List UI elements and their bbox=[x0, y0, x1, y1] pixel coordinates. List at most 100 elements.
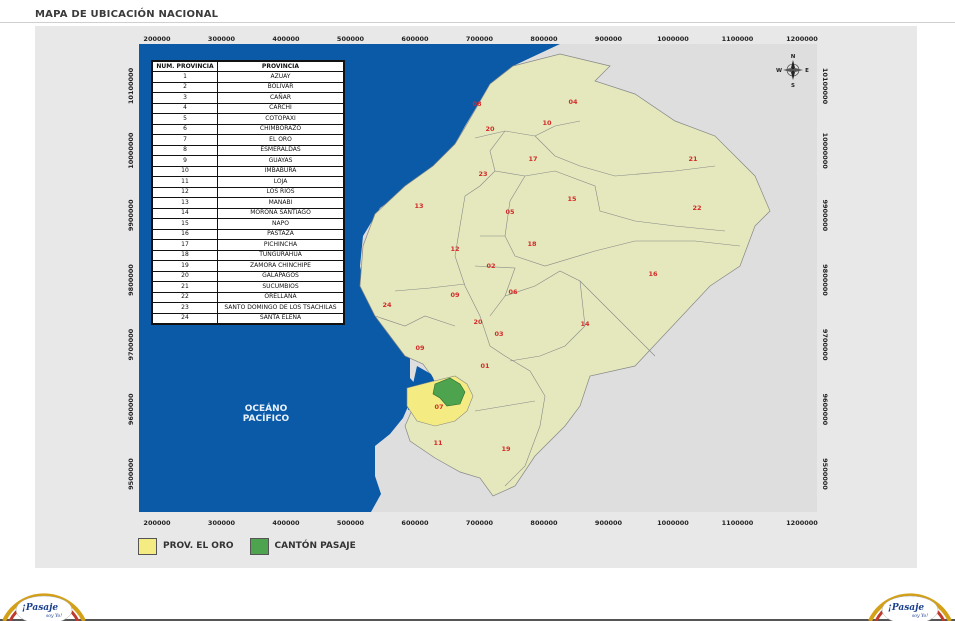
table-row: 16 PASTAZA bbox=[151, 228, 345, 240]
x-tick-label: 1100000 bbox=[722, 519, 754, 527]
y-tick-label: 9900000 bbox=[821, 199, 829, 231]
compass-n: N bbox=[791, 54, 796, 60]
x-tick-label: 200000 bbox=[143, 35, 171, 43]
province-number-label: 11 bbox=[433, 439, 443, 447]
province-name-cell: ZAMORA CHINCHIPE bbox=[217, 260, 345, 272]
province-number-cell: 19 bbox=[151, 260, 218, 272]
y-tick-label: 9900000 bbox=[127, 199, 135, 231]
x-tick-label: 500000 bbox=[337, 519, 365, 527]
map-legend: PROV. EL ORO CANTÓN PASAJE bbox=[138, 537, 372, 555]
table-row: 7 EL ORO bbox=[151, 134, 345, 146]
table-row: 23 SANTO DOMINGO DE LOS TSACHILAS bbox=[151, 302, 345, 314]
logo-right-text: ¡Pasaje bbox=[888, 603, 924, 613]
legend-label-el-oro: PROV. EL ORO bbox=[163, 541, 234, 551]
x-tick-label: 900000 bbox=[595, 519, 623, 527]
province-number-cell: 1 bbox=[151, 71, 218, 83]
province-number-label: 14 bbox=[580, 320, 590, 328]
province-number-label: 19 bbox=[501, 445, 511, 453]
province-number-cell: 5 bbox=[151, 113, 218, 125]
province-name-cell: ESMERALDAS bbox=[217, 144, 345, 156]
province-name-cell: IMBABURA bbox=[217, 165, 345, 177]
province-number-label: 21 bbox=[688, 155, 698, 163]
x-tick-label: 1200000 bbox=[786, 519, 818, 527]
province-name-cell: LOJA bbox=[217, 176, 345, 188]
y-tick-label: 9500000 bbox=[127, 458, 135, 490]
province-name-cell: AZUAY bbox=[217, 71, 345, 83]
province-number-label: 13 bbox=[414, 202, 423, 210]
table-row: 15 NAPO bbox=[151, 218, 345, 230]
logo-left-text: ¡Pasaje bbox=[22, 603, 58, 613]
y-tick-label: 10100000 bbox=[127, 67, 135, 104]
province-number-cell: 13 bbox=[151, 197, 218, 209]
province-name-cell: GALAPAGOS bbox=[217, 270, 345, 282]
province-number-cell: 11 bbox=[151, 176, 218, 188]
province-number-label: 22 bbox=[692, 204, 701, 212]
y-tick-label: 9700000 bbox=[821, 329, 829, 361]
province-name-cell: MORONA SANTIAGO bbox=[217, 207, 345, 219]
table-header-province: PROVINCIA bbox=[217, 60, 345, 72]
y-tick-label: 9600000 bbox=[127, 393, 135, 425]
x-tick-label: 400000 bbox=[272, 519, 300, 527]
province-name-cell: TUNGURAHUA bbox=[217, 249, 345, 261]
x-tick-label: 400000 bbox=[272, 35, 300, 43]
province-number-cell: 8 bbox=[151, 144, 218, 156]
x-tick-label: 800000 bbox=[530, 35, 558, 43]
y-tick-label: 9600000 bbox=[821, 393, 829, 425]
x-tick-label: 1000000 bbox=[657, 35, 689, 43]
table-row: 5 COTOPAXI bbox=[151, 113, 345, 125]
top-divider bbox=[0, 22, 955, 23]
pasaje-logo-left: ¡Pasaje soy Yo! bbox=[2, 593, 86, 621]
province-number-label: 07 bbox=[434, 403, 443, 411]
table-row: 21 SUCUMBIOS bbox=[151, 281, 345, 293]
province-number-label: 12 bbox=[450, 245, 459, 253]
province-number-cell: 4 bbox=[151, 102, 218, 114]
province-name-cell: CARCHI bbox=[217, 102, 345, 114]
y-tick-label: 10000000 bbox=[821, 133, 829, 170]
province-number-label: 09 bbox=[450, 291, 460, 299]
x-tick-label: 600000 bbox=[401, 519, 429, 527]
province-name-cell: SANTA ELENA bbox=[217, 312, 345, 325]
x-tick-label: 900000 bbox=[595, 35, 623, 43]
compass-w: W bbox=[776, 68, 782, 74]
x-tick-label: 200000 bbox=[143, 519, 171, 527]
table-row: 2 BOLIVAR bbox=[151, 81, 345, 93]
province-number-cell: 24 bbox=[151, 312, 218, 325]
table-row: 14 MORONA SANTIAGO bbox=[151, 207, 345, 219]
province-number-label: 20 bbox=[485, 125, 495, 133]
x-tick-label: 600000 bbox=[401, 35, 429, 43]
logo-right-sub: soy Yo! bbox=[912, 613, 928, 619]
province-table-body: 1 AZUAY 2 BOLIVAR 3 CAÑAR 4 CARCHI 5 COTOPAXI 6 CHI… bbox=[151, 71, 345, 325]
y-tick-label: 9800000 bbox=[127, 264, 135, 296]
table-row: 17 PICHINCHA bbox=[151, 239, 345, 251]
province-table: NUM. PROVINCIA PROVINCIA 1 AZUAY 2 BOLIVAR 3… bbox=[151, 60, 345, 325]
province-number-label: 03 bbox=[494, 330, 503, 338]
province-number-cell: 20 bbox=[151, 270, 218, 282]
province-number-cell: 3 bbox=[151, 92, 218, 104]
province-number-cell: 14 bbox=[151, 207, 218, 219]
ocean-label-2: PACÍFICO bbox=[243, 412, 290, 424]
province-number-cell: 7 bbox=[151, 134, 218, 146]
table-row: 11 LOJA bbox=[151, 176, 345, 188]
province-number-label: 02 bbox=[486, 262, 495, 270]
table-row: 18 TUNGURAHUA bbox=[151, 249, 345, 261]
table-header-num: NUM. PROVINCIA bbox=[151, 60, 218, 72]
province-name-cell: SANTO DOMINGO DE LOS TSACHILAS bbox=[217, 302, 345, 314]
province-number-cell: 23 bbox=[151, 302, 218, 314]
province-number-label: 01 bbox=[480, 362, 490, 370]
compass-e: E bbox=[805, 68, 809, 74]
table-row: 4 CARCHI bbox=[151, 102, 345, 114]
province-number-label: 05 bbox=[505, 208, 515, 216]
table-row: 6 CHIMBORAZO bbox=[151, 123, 345, 135]
page-title: MAPA DE UBICACIÓN NACIONAL bbox=[35, 9, 219, 20]
province-name-cell: PASTAZA bbox=[217, 228, 345, 240]
province-number-cell: 6 bbox=[151, 123, 218, 135]
province-name-cell: NAPO bbox=[217, 218, 345, 230]
table-row: 9 GUAYAS bbox=[151, 155, 345, 167]
x-tick-label: 500000 bbox=[337, 35, 365, 43]
compass-s: S bbox=[791, 83, 795, 89]
bottom-divider bbox=[0, 619, 955, 621]
province-number-label: 09 bbox=[415, 344, 425, 352]
province-number-label: 16 bbox=[648, 270, 658, 278]
province-number-cell: 21 bbox=[151, 281, 218, 293]
pasaje-logo-right: ¡Pasaje soy Yo! bbox=[868, 593, 952, 621]
